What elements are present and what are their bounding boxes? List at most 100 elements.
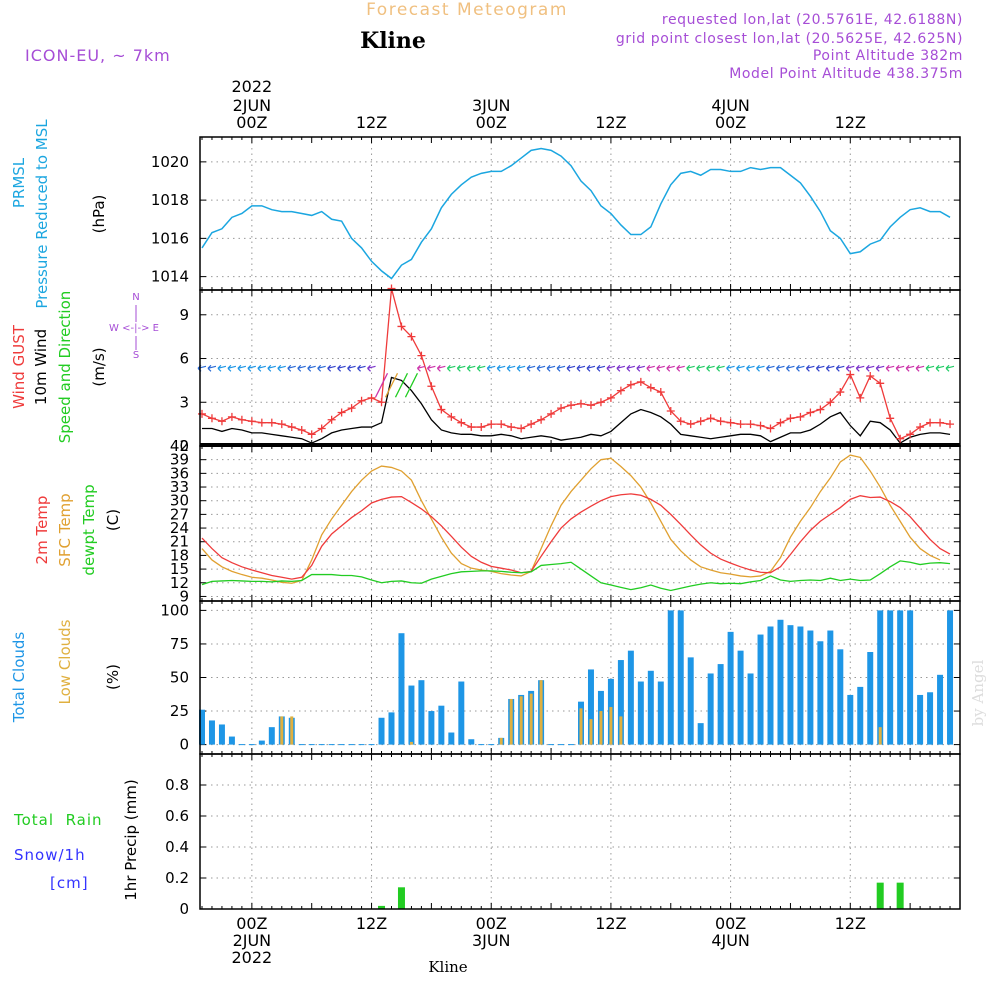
panel-frame (199, 136, 961, 291)
y-tick-label: 3 (179, 393, 189, 411)
wind-direction-arrow (566, 364, 576, 372)
wind-direction-arrow (287, 364, 296, 372)
location-title: Kline (360, 28, 426, 54)
gust-marker (487, 420, 496, 429)
gust-marker (197, 409, 206, 418)
cloud-low-bar (589, 719, 593, 745)
top-time-label: 3JUN (472, 96, 511, 115)
temp-2m-label: 2m Temp (33, 496, 51, 565)
wind-direction-arrow (845, 364, 855, 372)
gust-marker (866, 372, 875, 381)
cloud-total-bar (877, 610, 884, 745)
gust-marker (507, 423, 516, 432)
y-tick-label: 21 (170, 533, 189, 551)
gust-marker (237, 415, 246, 424)
cloud-total-bar (737, 650, 744, 745)
cloud-low-bar (519, 696, 523, 745)
gust-marker (467, 423, 476, 432)
cloud-total-bar (817, 641, 824, 745)
wind-direction-arrow (456, 364, 466, 372)
gust-marker (846, 370, 855, 379)
gust-marker (407, 332, 416, 341)
cloud-total-bar (897, 610, 904, 745)
gust-marker (557, 404, 566, 413)
gust-marker (497, 420, 506, 429)
wind-direction-arrow (526, 364, 536, 372)
gust-marker (696, 417, 705, 426)
y-tick-label: 0 (179, 900, 189, 918)
temp-line-2 (201, 560, 951, 592)
y-tick-label: 6 (179, 350, 189, 368)
panel-frame (199, 445, 961, 602)
gust-marker (447, 412, 456, 421)
wind-dir-label: Speed and Direction (56, 291, 74, 444)
panel-divider (200, 443, 960, 447)
snow-label: Snow/1h (14, 846, 86, 864)
gust-marker (297, 425, 306, 434)
y-tick-label: 1020 (151, 153, 189, 171)
cloud-total-bar (368, 744, 375, 746)
chart-title: Forecast Meteogram (366, 0, 568, 20)
cloud-total-bar (907, 610, 914, 745)
pressure-line (201, 147, 951, 280)
wind-direction-arrow (795, 364, 805, 372)
cloud-total-bar (747, 673, 754, 745)
wind-gust-label: Wind GUST (10, 324, 28, 409)
cloud-total-bar (258, 740, 265, 745)
y-tick-label: 0 (179, 736, 189, 754)
cloud-total-bar (248, 744, 255, 746)
temp-dew-label: dewpt Temp (80, 484, 98, 575)
compass-we: W <-|-> E (109, 323, 159, 334)
gust-marker (926, 418, 935, 427)
cloud-total-bar (428, 711, 435, 745)
y-tick-label: 36 (170, 464, 189, 482)
gust-marker (856, 393, 865, 402)
wind-direction-arrow (666, 364, 675, 372)
gust-marker (736, 420, 745, 429)
wind-direction-arrow (696, 364, 705, 372)
wind-direction-arrow (394, 372, 409, 398)
wind-direction-arrow (476, 364, 486, 372)
wind-direction-arrow (367, 364, 376, 372)
snow-unit-label: [cm] (50, 874, 89, 892)
wind10-line (201, 376, 951, 444)
gust-marker (726, 418, 735, 427)
wind-direction-arrow (636, 364, 645, 372)
precip-ylabel: 1hr Precip (mm) (122, 779, 140, 900)
wind-direction-arrow (776, 364, 785, 372)
gust-marker (307, 430, 316, 439)
gust-marker (666, 407, 675, 416)
wind-direction-arrow (237, 364, 247, 372)
cloud-total-bar (488, 744, 495, 746)
wind-direction-arrow (267, 364, 276, 372)
wind-direction-arrow (716, 364, 725, 372)
model-label: ICON-EU, ~ 7km (25, 46, 171, 65)
cloud-total-bar (857, 686, 864, 745)
wind-direction-arrow (307, 364, 316, 372)
y-tick-label: 15 (170, 560, 189, 578)
cloud-total-bar (887, 610, 894, 745)
rain-bar (896, 882, 904, 909)
wind-direction-arrow (337, 364, 346, 372)
cloud-total-bar (587, 669, 594, 745)
wind-direction-arrow (257, 364, 266, 372)
gust-marker (636, 377, 645, 386)
cloud-total-bar (338, 744, 345, 746)
bottom-time-label: 3JUN (472, 931, 511, 950)
cloud-total-bar (767, 626, 774, 745)
wind-direction-arrow (746, 364, 755, 372)
bottom-time-label: 12Z (595, 914, 626, 933)
y-tick-label: 30 (170, 492, 189, 510)
gust-marker (247, 417, 256, 426)
top-time-label: 4JUN (711, 96, 750, 115)
rain-bar (378, 905, 386, 909)
y-tick-label: 0 (179, 437, 189, 455)
gust-marker (806, 408, 815, 417)
gust-marker (517, 424, 526, 433)
gust-marker (896, 434, 905, 443)
gust-marker (457, 418, 466, 427)
gust-marker (836, 388, 845, 397)
cloud-total-bar (717, 664, 724, 745)
cloud-total-bar (568, 744, 575, 746)
